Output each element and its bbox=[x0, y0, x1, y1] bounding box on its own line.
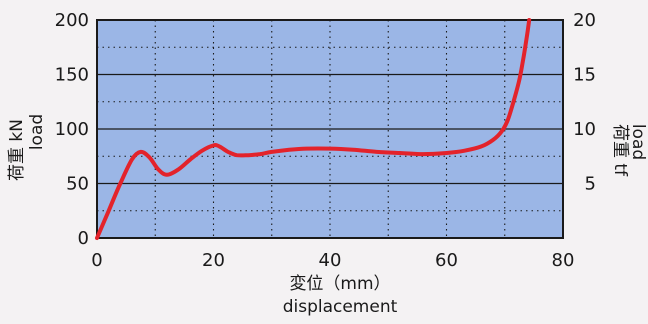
left-y-tick-labels: 0 50 100 150 200 bbox=[55, 10, 89, 249]
left-axis-title-ja: 荷重 kN bbox=[7, 119, 27, 181]
x-tick-labels: 0 20 40 60 80 bbox=[91, 250, 574, 271]
right-y-tick-labels: 5 10 15 20 bbox=[573, 10, 596, 195]
left-y-tick-label: 0 bbox=[78, 228, 89, 249]
x-axis-title-en: displacement bbox=[283, 297, 398, 317]
x-axis-title-ja: 変位（mm） bbox=[289, 274, 390, 294]
right-y-tick-label: 10 bbox=[573, 119, 596, 140]
x-tick-label: 60 bbox=[435, 250, 458, 271]
right-y-tick-label: 20 bbox=[573, 10, 596, 31]
right-axis-title-ja: 荷重 tf bbox=[610, 124, 630, 177]
major-grid bbox=[97, 73, 563, 185]
left-axis-title-en: load bbox=[27, 114, 47, 150]
x-tick-label: 40 bbox=[319, 250, 342, 271]
left-y-tick-label: 150 bbox=[55, 65, 89, 86]
load-curve bbox=[95, 18, 532, 240]
x-tick-label: 0 bbox=[91, 250, 102, 271]
minor-grid bbox=[97, 20, 563, 238]
left-y-tick-label: 100 bbox=[55, 119, 89, 140]
x-tick-label: 20 bbox=[202, 250, 225, 271]
right-axis-title-en: load bbox=[628, 124, 648, 160]
x-tick-label: 80 bbox=[552, 250, 575, 271]
right-y-tick-label: 5 bbox=[585, 174, 596, 195]
right-y-tick-label: 15 bbox=[573, 65, 596, 86]
left-y-tick-label: 200 bbox=[55, 10, 89, 31]
left-y-tick-label: 50 bbox=[66, 174, 89, 195]
plot-frame bbox=[96, 19, 564, 239]
